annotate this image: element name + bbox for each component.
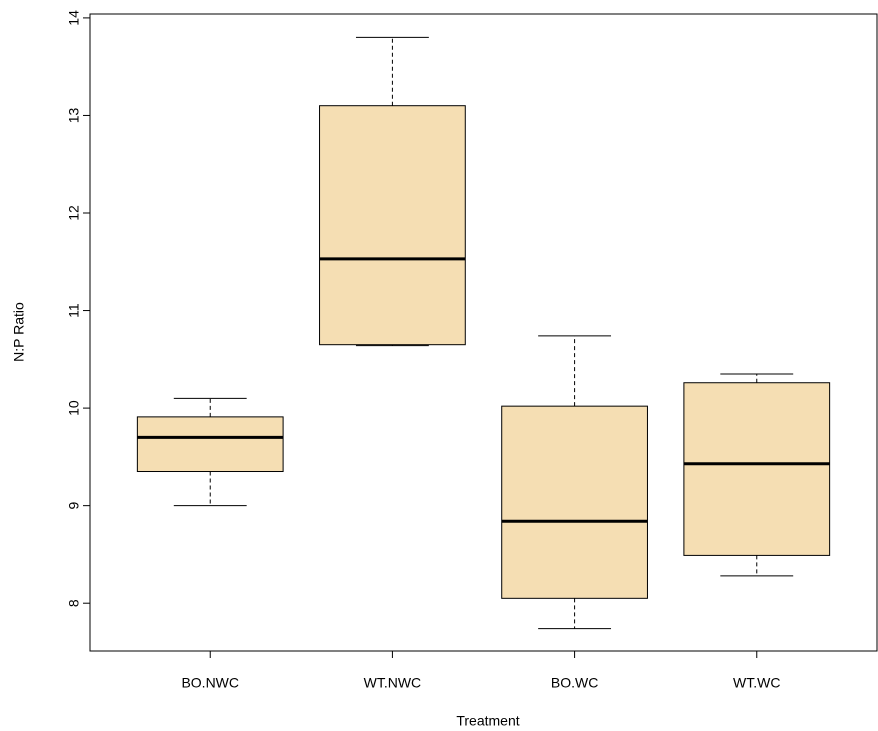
y-tick-label: 12 [66,205,82,221]
x-tick-label: WT.NWC [364,675,422,691]
y-tick-label: 10 [66,400,82,416]
y-tick-label: 8 [66,599,82,607]
y-tick-label: 13 [66,107,82,123]
y-tick-label: 11 [66,303,82,318]
x-tick-label: BO.WC [551,675,598,691]
x-tick-label: WT.WC [733,675,780,691]
plot-frame [89,13,878,652]
x-tick-label: BO.NWC [181,675,239,691]
x-axis-label: Treatment [456,713,519,729]
box [501,405,648,599]
y-tick-label: 14 [66,10,82,26]
box [136,416,284,473]
y-tick-label: 9 [66,502,82,510]
box [319,105,466,346]
y-axis-label: N:P Ratio [11,302,27,362]
box [683,382,831,556]
